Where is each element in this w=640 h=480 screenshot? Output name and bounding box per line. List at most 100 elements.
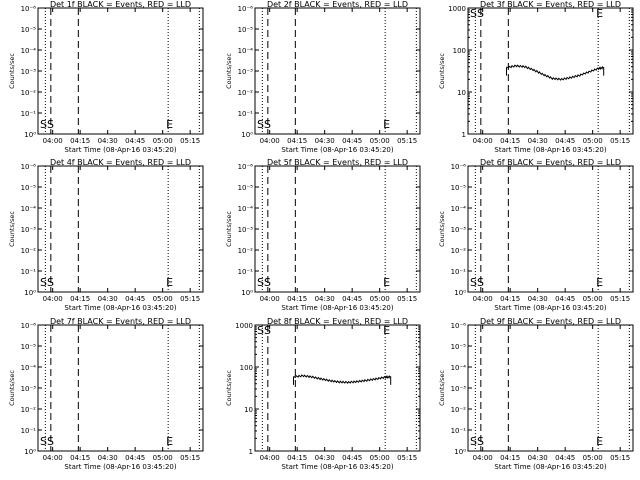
x-tick-label: 05:00 (583, 295, 603, 303)
x-tick-label: 05:00 (370, 137, 390, 145)
plot-frame (467, 7, 634, 135)
y-tick-label: 10⁻⁴ (451, 364, 467, 372)
x-tick-label: 04:45 (555, 454, 575, 462)
y-tick-label: 10⁰ (24, 289, 36, 297)
plot-frame (37, 324, 204, 452)
panel-det-1f: Det 1f BLACK = Events, RED = LLD Counts/s… (8, 0, 204, 154)
x-tick-label: 04:30 (315, 295, 335, 303)
start-marker-s: S (470, 276, 477, 289)
y-tick-label: 10⁻³ (238, 226, 254, 234)
end-marker-e: E (596, 276, 603, 289)
end-marker-e: E (383, 324, 390, 337)
panel-det-3f: Det 3f BLACK = Events, RED = LLD Counts/s… (438, 0, 634, 154)
y-axis-label: Counts/sec (438, 53, 446, 89)
plot-frame (254, 324, 421, 452)
x-tick-label: 04:45 (125, 295, 145, 303)
end-marker-e: E (383, 118, 390, 131)
start-marker-s: S (257, 276, 264, 289)
y-tick-label: 10⁻² (451, 247, 467, 255)
y-tick-label: 10⁻⁶ (21, 322, 37, 330)
y-tick-label: 10⁻⁵ (21, 184, 37, 192)
x-axis-label: Start Time (08-Apr-16 03:45:20) (281, 146, 393, 154)
x-tick-label: 04:30 (315, 137, 335, 145)
x-axis-label: Start Time (08-Apr-16 03:45:20) (64, 146, 176, 154)
end-marker-e: E (166, 118, 173, 131)
x-tick-label: 05:15 (180, 454, 200, 462)
x-axis-label: Start Time (08-Apr-16 03:45:20) (64, 463, 176, 471)
x-tick-label: 04:15 (500, 295, 520, 303)
y-tick-label: 10⁻⁶ (451, 163, 467, 171)
x-tick-label: 04:00 (260, 295, 280, 303)
y-axis-label: Counts/sec (8, 211, 16, 247)
x-tick-label: 04:00 (260, 137, 280, 145)
x-tick-label: 04:30 (528, 454, 548, 462)
panel-title: Det 7f BLACK = Events, RED = LLD (50, 317, 191, 326)
x-tick-label: 05:15 (397, 295, 417, 303)
y-tick-label: 10⁻⁶ (21, 163, 37, 171)
start-marker-s2: S (477, 435, 484, 448)
y-tick-label: 100 (453, 47, 466, 55)
x-axis-label: Start Time (08-Apr-16 03:45:20) (494, 304, 606, 312)
y-tick-label: 10⁻¹ (21, 268, 37, 276)
plot-frame (254, 7, 421, 135)
x-tick-label: 04:45 (342, 454, 362, 462)
y-tick-label: 10⁻² (238, 247, 254, 255)
y-tick-label: 10⁻⁶ (238, 5, 254, 13)
x-tick-label: 04:30 (315, 454, 335, 462)
y-tick-label: 10⁻¹ (451, 268, 467, 276)
panel-det-9f: Det 9f BLACK = Events, RED = LLD Counts/s… (438, 317, 634, 471)
end-marker-e: E (166, 276, 173, 289)
y-tick-label: 10⁻² (238, 89, 254, 97)
y-tick-label: 100 (240, 364, 253, 372)
y-tick-label: 10⁻⁵ (451, 184, 467, 192)
panel-title: Det 2f BLACK = Events, RED = LLD (267, 0, 408, 9)
x-tick-label: 05:00 (153, 454, 173, 462)
x-tick-label: 05:15 (610, 454, 630, 462)
panel-title: Det 1f BLACK = Events, RED = LLD (50, 0, 191, 9)
y-tick-label: 10⁻⁵ (451, 343, 467, 351)
plot-frame (467, 324, 634, 452)
y-tick-label: 10⁰ (241, 289, 253, 297)
start-marker-s2: S (264, 324, 271, 337)
x-axis-label: Start Time (08-Apr-16 03:45:20) (281, 304, 393, 312)
y-tick-label: 10⁻⁶ (238, 163, 254, 171)
x-tick-label: 04:15 (500, 137, 520, 145)
x-tick-label: 04:15 (70, 137, 90, 145)
start-marker-s2: S (47, 118, 54, 131)
x-tick-label: 04:30 (528, 137, 548, 145)
y-tick-label: 1000 (448, 5, 466, 13)
panel-det-6f: Det 6f BLACK = Events, RED = LLD Counts/s… (438, 158, 634, 312)
x-tick-label: 04:00 (473, 295, 493, 303)
y-tick-label: 10⁻¹ (238, 110, 254, 118)
x-axis-label: Start Time (08-Apr-16 03:45:20) (281, 463, 393, 471)
y-tick-label: 10⁻⁵ (21, 26, 37, 34)
x-tick-label: 04:00 (43, 137, 63, 145)
y-axis-label: Counts/sec (225, 53, 233, 89)
x-tick-label: 05:00 (370, 454, 390, 462)
x-tick-label: 05:15 (397, 137, 417, 145)
y-tick-label: 10⁻¹ (451, 427, 467, 435)
start-marker-s2: S (264, 276, 271, 289)
x-tick-label: 05:15 (180, 295, 200, 303)
x-tick-label: 05:00 (153, 137, 173, 145)
start-marker-s2: S (477, 276, 484, 289)
panel-title: Det 6f BLACK = Events, RED = LLD (480, 158, 621, 167)
x-tick-label: 04:45 (342, 137, 362, 145)
x-tick-label: 05:00 (583, 454, 603, 462)
y-tick-label: 1000 (235, 322, 253, 330)
x-tick-label: 04:30 (528, 295, 548, 303)
start-marker-s2: S (477, 7, 484, 20)
panel-det-8f: Det 8f BLACK = Events, RED = LLD Counts/s… (225, 317, 421, 471)
y-tick-label: 10⁻³ (21, 385, 37, 393)
panel-det-4f: Det 4f BLACK = Events, RED = LLD Counts/s… (8, 158, 204, 312)
y-tick-label: 10⁻⁴ (21, 47, 37, 55)
x-tick-label: 04:45 (342, 295, 362, 303)
y-tick-label: 10⁻⁴ (21, 205, 37, 213)
start-marker-s: S (470, 7, 477, 20)
x-tick-label: 05:15 (610, 295, 630, 303)
y-axis-label: Counts/sec (225, 370, 233, 406)
plot-frame (37, 165, 204, 293)
y-axis-label: Counts/sec (8, 370, 16, 406)
y-tick-label: 10⁻¹ (21, 110, 37, 118)
